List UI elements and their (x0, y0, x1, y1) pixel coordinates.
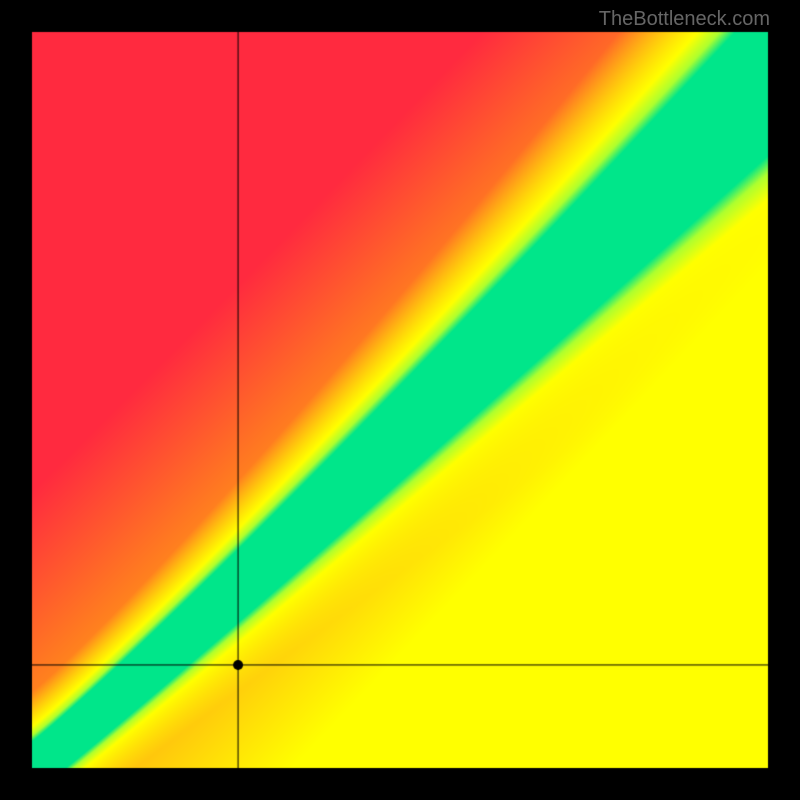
heatmap-canvas (0, 0, 800, 800)
chart-container: TheBottleneck.com (0, 0, 800, 800)
watermark-text: TheBottleneck.com (599, 8, 770, 31)
